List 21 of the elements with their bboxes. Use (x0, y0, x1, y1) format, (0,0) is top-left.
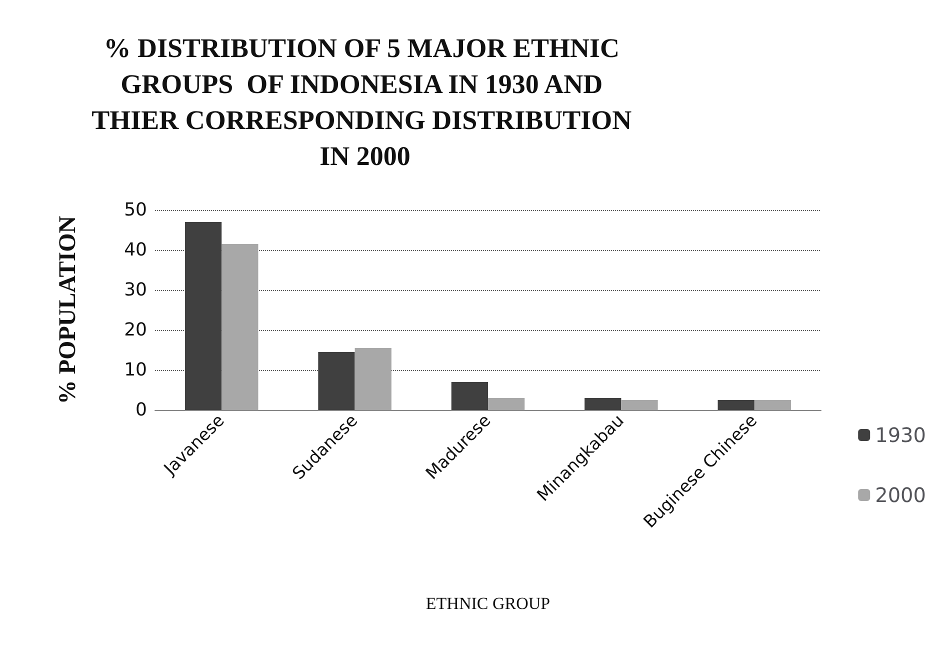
bar (718, 400, 754, 410)
bar (451, 382, 488, 410)
y-axis-title: % POPULATION (55, 215, 81, 404)
legend-label: 2000 (875, 483, 926, 507)
y-tick-label: 50 (124, 200, 147, 220)
y-tick-label: 10 (124, 360, 147, 380)
bar (184, 222, 222, 410)
bar (621, 400, 658, 410)
bar (222, 244, 258, 410)
bar (488, 398, 525, 410)
y-tick-label: 40 (124, 240, 147, 260)
bar (318, 352, 355, 410)
y-tick-label: 20 (124, 320, 147, 340)
y-tick-label: 30 (124, 280, 147, 300)
y-tick-label: 0 (136, 400, 147, 420)
bar (354, 348, 392, 410)
chart-title: % DISTRIBUTION OF 5 MAJOR ETHNIC GROUPS OF INDONESIA IN 1930 AND THIER CORRESPONDING DISTRIBUTION IN 2000 (92, 33, 638, 171)
bar (584, 398, 622, 410)
x-axis-title: ETHNIC GROUP (426, 594, 550, 613)
bar (754, 400, 792, 410)
legend-label: 1930 (875, 423, 926, 447)
